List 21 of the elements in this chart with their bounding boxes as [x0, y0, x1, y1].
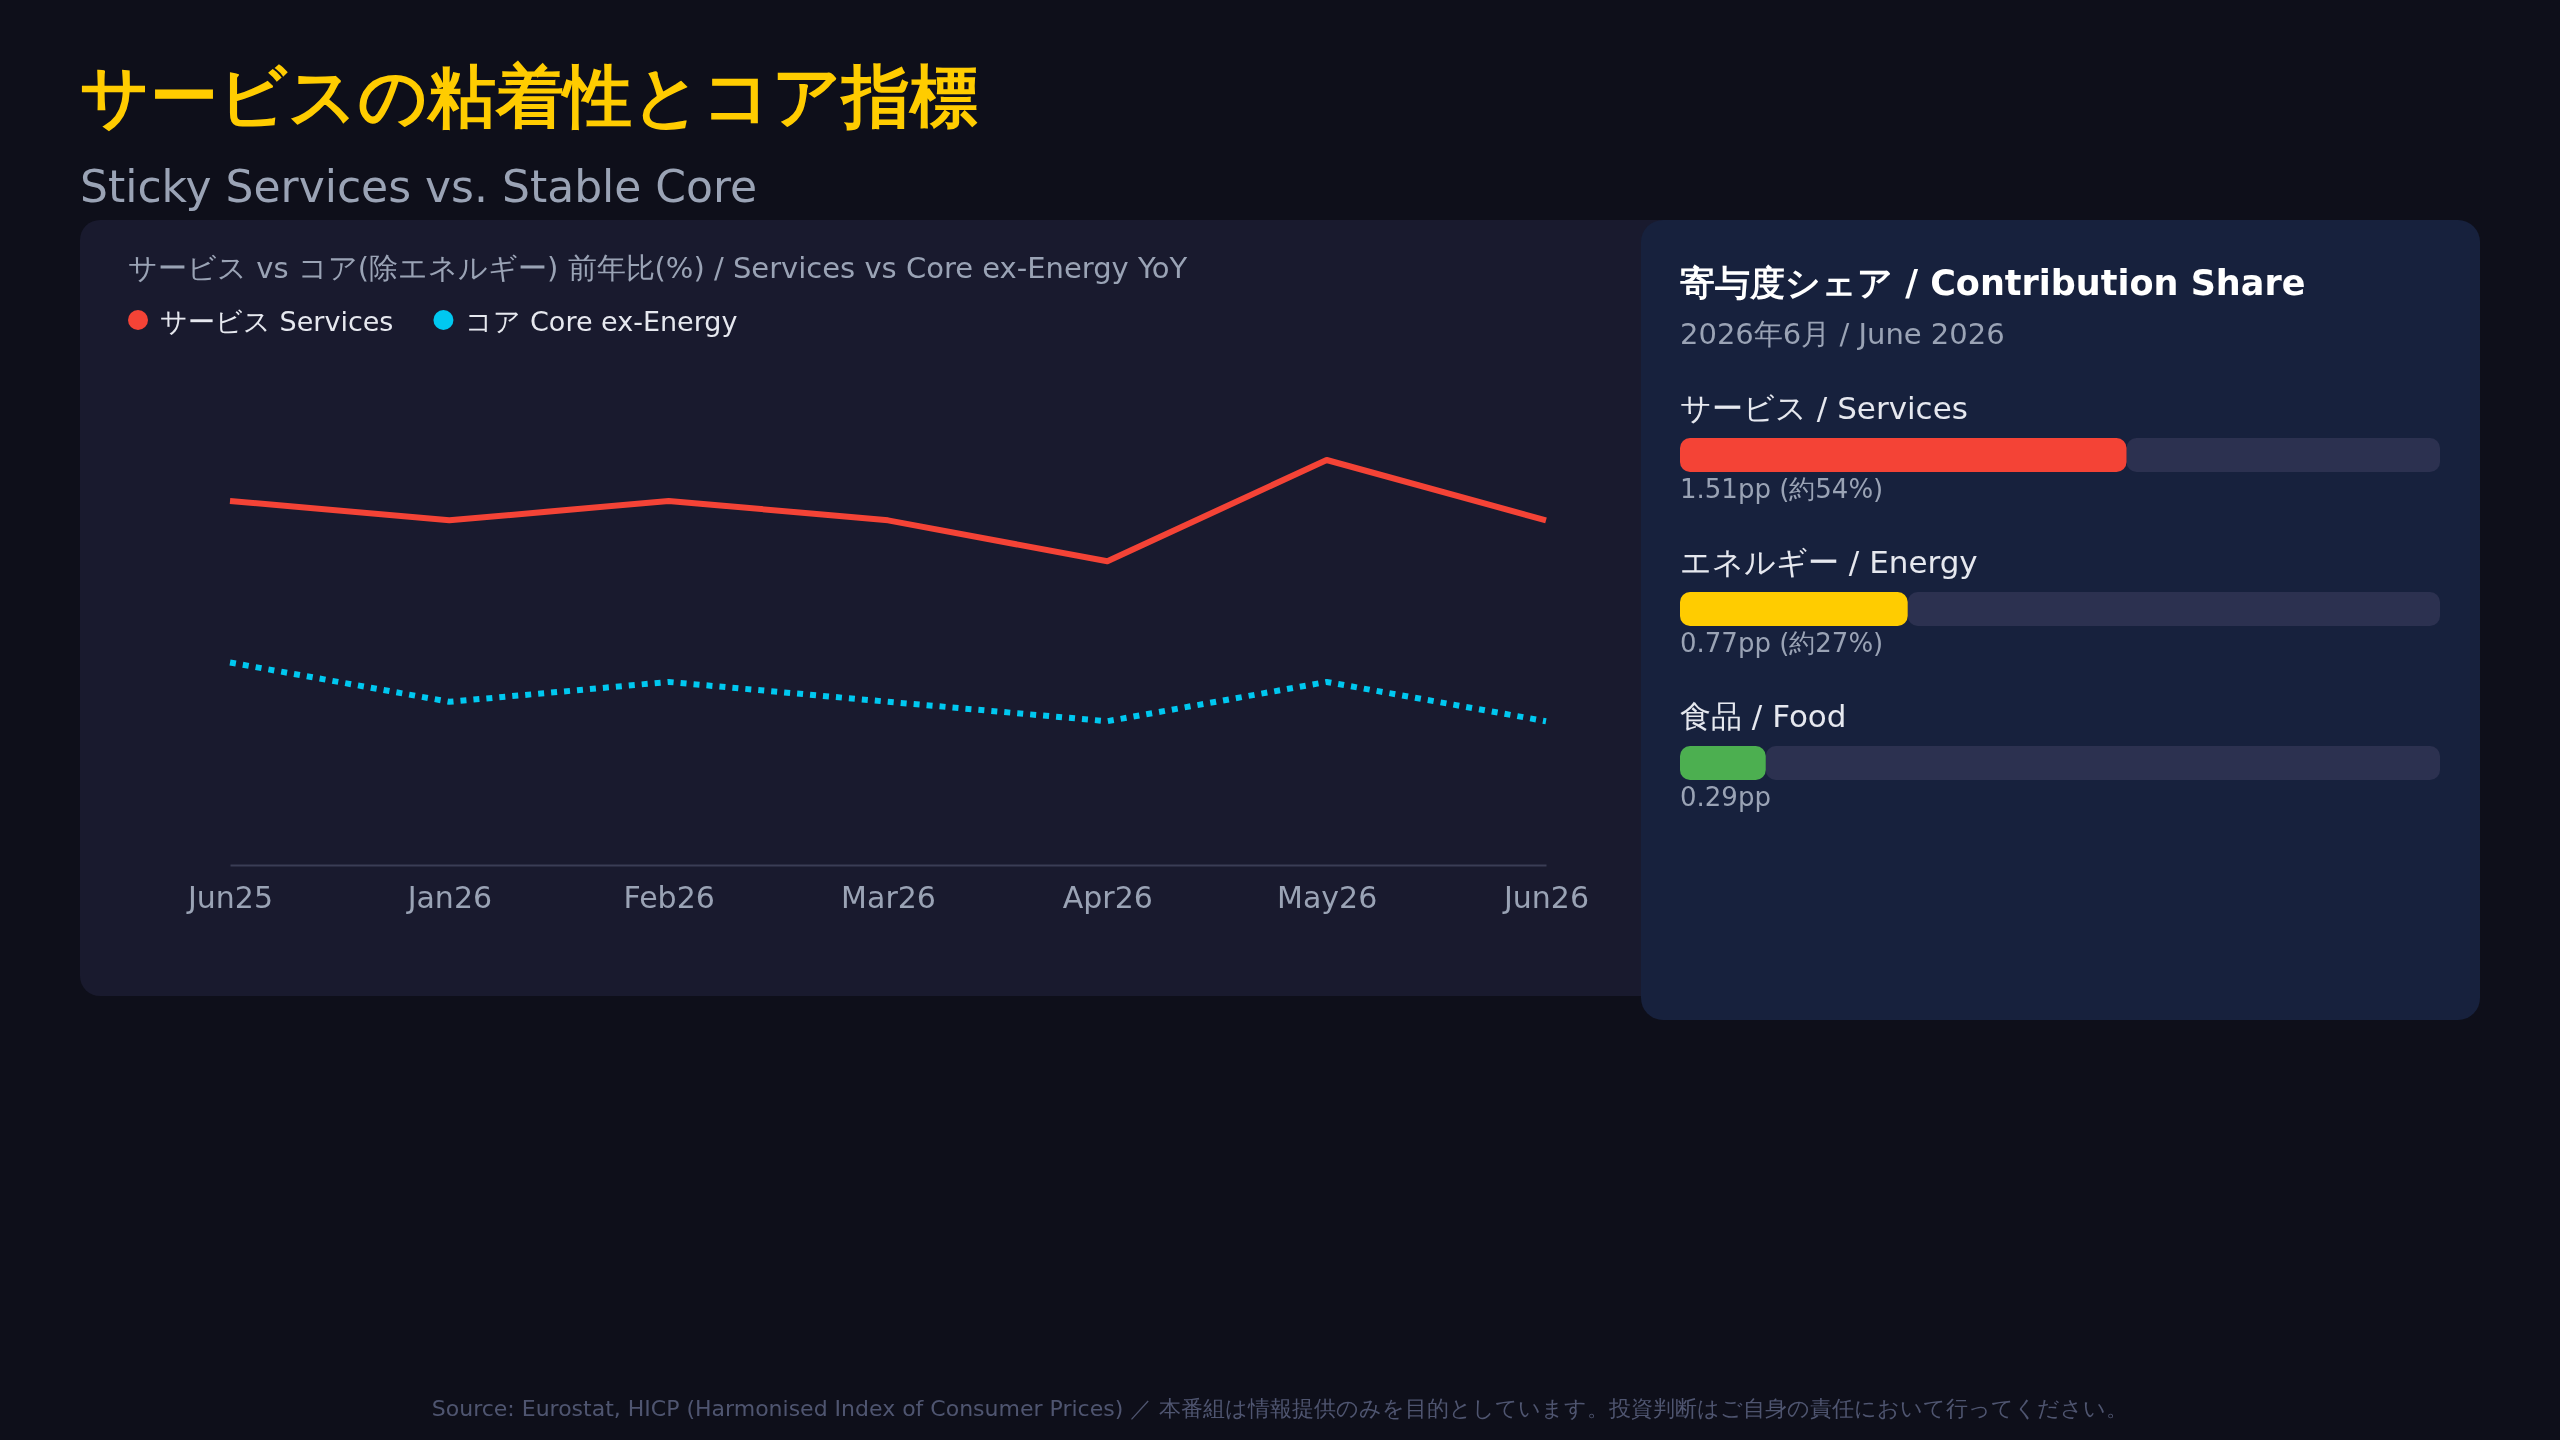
x-tick-label: May26	[1277, 880, 1378, 916]
legend-label: サービス Services	[160, 306, 394, 337]
x-tick-label: Feb26	[623, 880, 715, 916]
x-tick-label: Jan26	[405, 880, 493, 916]
data-label: 0.77pp (約27%)	[1680, 628, 1884, 658]
x-tick-label: Apr26	[1062, 880, 1153, 916]
category-label: エネルギー / Energy	[1680, 544, 1978, 580]
category-label: 食品 / Food	[1680, 698, 1847, 734]
x-tick-label: Jun26	[1501, 880, 1590, 916]
x-tick-label: Mar26	[841, 880, 936, 916]
data-label: 0.29pp	[1680, 782, 1771, 812]
x-tick-label: Jun25	[185, 880, 274, 916]
chart-title: 寄与度シェア / Contribution Share	[1680, 263, 2306, 303]
chart-title: サービスの粘着性とコア指標	[80, 57, 978, 136]
legend-label: コア Core ex-Energy	[465, 306, 738, 337]
source-note: Source: Eurostat, HICP (Harmonised Index of Consumer Prices) ／ 本番組は情報提供のみを目的としています。投資判断はご自身の責任において行ってください。	[431, 1396, 2129, 1421]
chart-subtitle: Sticky Services vs. Stable Core	[80, 161, 758, 212]
text: サービス vs コア(除エネルギー) 前年比(%) / Services vs Core ex-Energy YoY	[128, 251, 1188, 285]
data-label: 1.51pp (約54%)	[1680, 474, 1884, 504]
chart-subtitle: 2026年6月 / June 2026	[1680, 317, 2005, 351]
category-label: サービス / Services	[1680, 390, 1968, 426]
